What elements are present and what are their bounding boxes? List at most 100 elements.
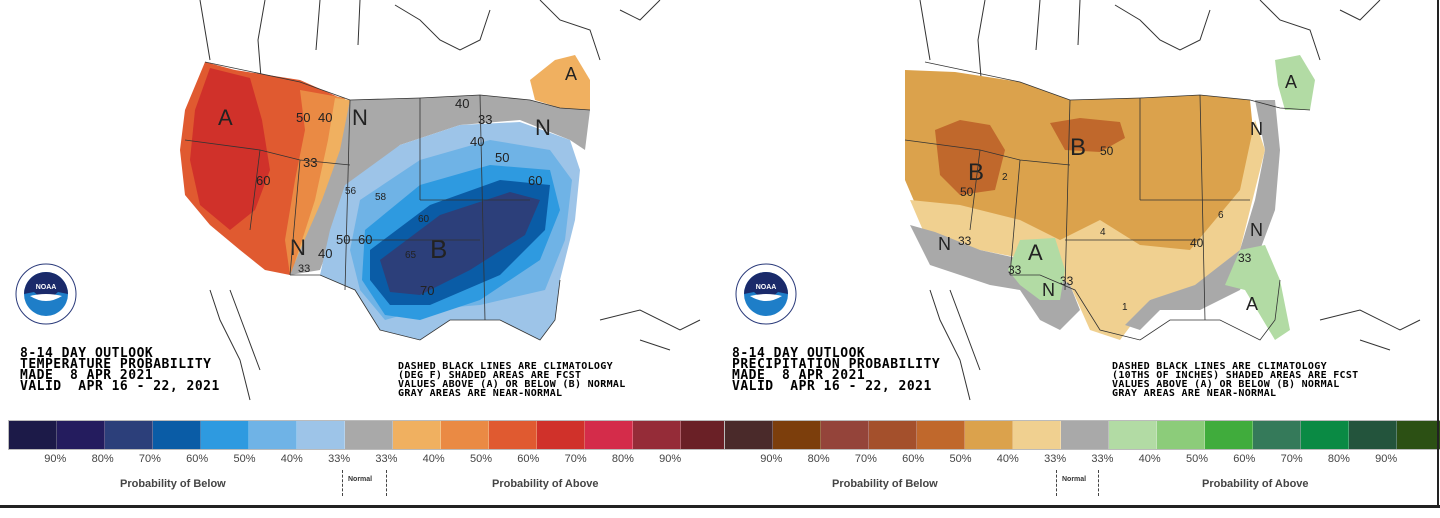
map-borders xyxy=(919,0,1421,401)
precipitation-note-block: DASHED BLACK LINES ARE CLIMATOLOGY (10TH… xyxy=(1112,361,1359,399)
region-letter: A xyxy=(1028,240,1043,265)
region-letter: B xyxy=(430,234,447,264)
precip-contour-values: 50 50 33 33 33 40 33 xyxy=(958,144,1252,288)
noaa-logo: NOAA xyxy=(735,263,797,325)
legend-swatch xyxy=(917,421,965,449)
region-letter: A xyxy=(1246,294,1258,314)
title-line: TEMPERATURE PROBABILITY xyxy=(20,357,212,372)
contour-label: 40 xyxy=(470,134,484,149)
climatology-label: 4 xyxy=(1100,227,1106,238)
climatology-label: 1 xyxy=(1122,302,1128,313)
precipitation-legend-bar xyxy=(724,420,1440,450)
region-letter: B xyxy=(1070,134,1086,161)
below-region-50 xyxy=(935,120,1005,195)
legend-tick-label: 40% xyxy=(280,453,303,465)
legend-tick-label: 40% xyxy=(422,453,445,465)
precipitation-legend-ticks: 90% 80% 70% 60% 50% 40% 33% 33% 40% 50% 60% 70% 80% 9… xyxy=(724,453,1434,467)
contour-label: 70 xyxy=(420,283,434,298)
legend-swatch xyxy=(489,421,537,449)
note-line: (DEG F) SHADED AREAS ARE FCST xyxy=(398,370,582,381)
note-line: (10THS OF INCHES) SHADED AREAS ARE FCST xyxy=(1112,370,1359,381)
above-region-west-high xyxy=(190,68,270,230)
legend-tick-label: 50% xyxy=(949,453,972,465)
legend-swatch xyxy=(821,421,869,449)
region-letter: N xyxy=(1042,280,1055,300)
note-line: DASHED BLACK LINES ARE CLIMATOLOGY xyxy=(398,361,613,372)
legend-tick-label: 50% xyxy=(469,453,493,465)
contour-label: 33 xyxy=(1238,251,1252,265)
region-letter: N xyxy=(535,115,551,140)
temperature-outlook-panel: A A N N N B 50 40 33 60 40 33 40 50 60 5… xyxy=(8,0,730,496)
contour-label: 33 xyxy=(478,112,492,127)
legend-swatch xyxy=(773,421,821,449)
legend-swatch xyxy=(57,421,105,449)
contour-label: 50 xyxy=(960,185,974,199)
precip-region-letters: B B A A A N N N N xyxy=(938,72,1297,314)
legend-swatch xyxy=(105,421,153,449)
temperature-legend-ticks: 90% 80% 70% 60% 50% 40% 33% 33% 40% 50% 60% 70% 80% 9… xyxy=(8,453,718,467)
contour-label: 60 xyxy=(528,173,542,188)
legend-tick-label: 60% xyxy=(517,453,540,465)
legend-swatch xyxy=(1349,421,1397,449)
note-line: DASHED BLACK LINES ARE CLIMATOLOGY xyxy=(1112,361,1327,372)
legend-tick-label: 90% xyxy=(659,453,682,465)
title-line: MADE 8 APR 2021 xyxy=(732,368,866,383)
region-letter: A xyxy=(1285,72,1297,92)
legend-swatch xyxy=(869,421,917,449)
normal-divider-left xyxy=(342,470,343,496)
map-borders xyxy=(199,0,701,401)
legend-swatch xyxy=(249,421,297,449)
title-line: VALID APR 16 - 22, 2021 xyxy=(732,379,932,394)
legend-swatch xyxy=(965,421,1013,449)
above-region-sw xyxy=(1008,238,1065,300)
legend-swatch xyxy=(393,421,441,449)
region-letter: N xyxy=(938,234,951,254)
legend-swatch xyxy=(537,421,585,449)
legend-swatch xyxy=(1397,421,1440,449)
temp-contour-values: 50 40 33 60 40 33 40 50 60 50 60 33 40 7… xyxy=(256,96,542,298)
legend-tick-label: 90% xyxy=(760,453,783,465)
normal-divider-left xyxy=(1056,470,1057,496)
precipitation-title-block: 8-14 DAY OUTLOOK PRECIPITATION PROBABILI… xyxy=(732,347,940,394)
logo-text: NOAA xyxy=(36,284,57,291)
note-line: GRAY AREAS ARE NEAR-NORMAL xyxy=(398,388,563,399)
region-letter: A xyxy=(565,64,577,84)
note-line: GRAY AREAS ARE NEAR-NORMAL xyxy=(1112,388,1277,399)
legend-swatch xyxy=(1301,421,1349,449)
region-letter: N xyxy=(290,235,306,260)
legend-above-label: Probability of Above xyxy=(1202,478,1309,490)
legend-swatch xyxy=(153,421,201,449)
legend-tick-label: 33% xyxy=(375,453,398,465)
title-line: 8-14 DAY OUTLOOK xyxy=(20,346,154,361)
near-normal-region xyxy=(290,95,590,275)
region-letter: N xyxy=(352,105,368,130)
title-line: MADE 8 APR 2021 xyxy=(20,368,154,383)
contour-label: 33 xyxy=(303,155,317,170)
region-letter: N xyxy=(1250,220,1263,240)
note-line: VALUES ABOVE (A) OR BELOW (B) NORMAL xyxy=(1112,379,1340,390)
contour-label: 40 xyxy=(1190,236,1204,250)
below-region-40 xyxy=(905,70,1255,280)
legend-swatch xyxy=(725,421,773,449)
above-region-northeast xyxy=(1275,55,1315,110)
contour-label: 33 xyxy=(1060,274,1074,288)
contour-label: 50 xyxy=(296,110,310,125)
temperature-legend-bar xyxy=(8,420,730,450)
climatology-label: 56 xyxy=(345,186,357,197)
legend-swatch xyxy=(1013,421,1061,449)
climatology-label: 60 xyxy=(418,214,430,225)
legend-tick-label: 40% xyxy=(1138,453,1161,465)
region-letter: A xyxy=(218,105,233,130)
legend-swatch xyxy=(633,421,681,449)
state-borders xyxy=(904,61,1311,341)
above-region-southeast xyxy=(1225,245,1290,340)
legend-tick-label: 33% xyxy=(1044,453,1067,465)
above-33-band xyxy=(295,98,350,270)
temp-climatology-values: 56 58 60 65 xyxy=(345,186,430,261)
legend-tick-label: 33% xyxy=(328,453,351,465)
legend-tick-label: 70% xyxy=(854,453,877,465)
region-letter: N xyxy=(1250,119,1263,139)
contour-label: 40 xyxy=(318,110,332,125)
state-borders xyxy=(184,61,591,341)
legend-swatch xyxy=(9,421,57,449)
